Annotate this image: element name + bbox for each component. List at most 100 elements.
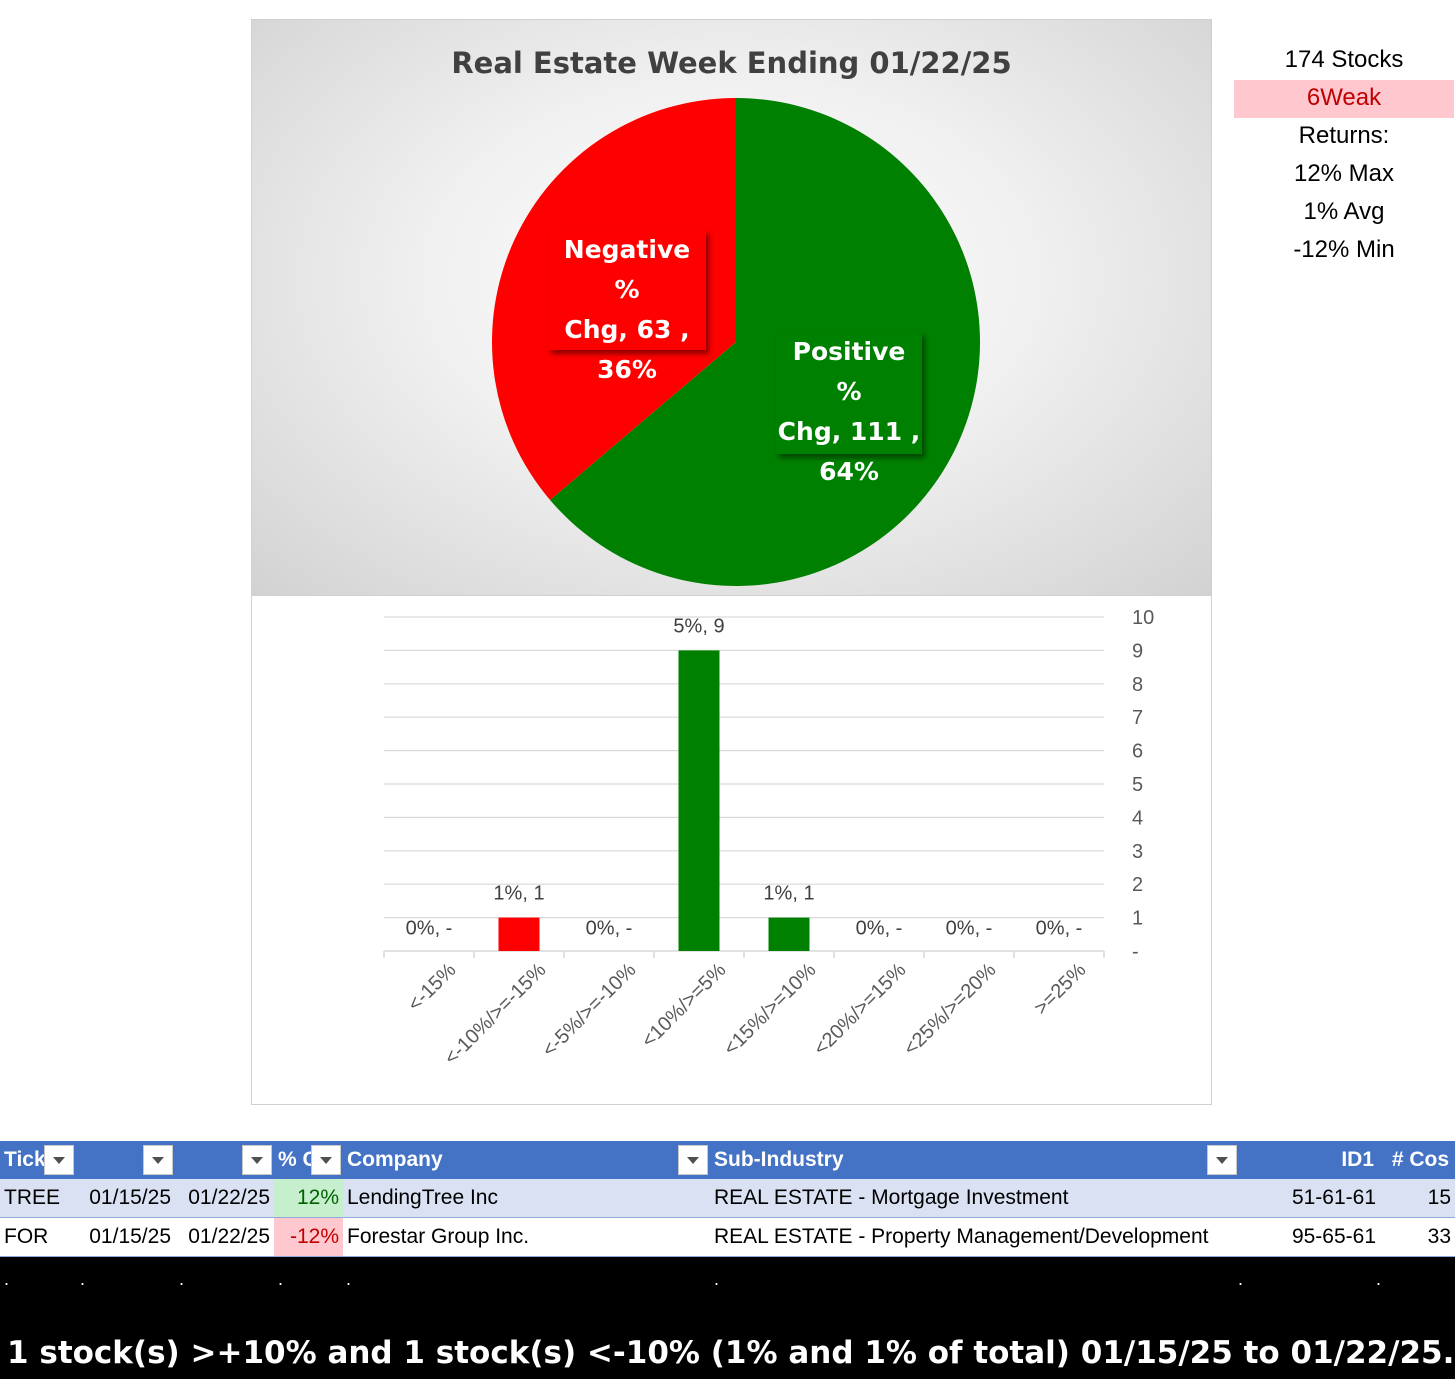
pie-label-positive-line-2: Chg, 111 , <box>777 417 921 446</box>
filter-dropdown-pct-change[interactable] <box>311 1145 341 1175</box>
header-id1-label: ID1 <box>1341 1148 1374 1171</box>
x-tick-label: <-5%/>=-10% <box>538 959 641 1062</box>
bar-chart-panel: -1 2 3 4 5 6 7 8 9 10 0%, - <-15% 1%, 1 <-10%/>=-15% 0… <box>251 596 1212 1105</box>
bar <box>678 650 720 951</box>
pie-label-negative-line-1: Negative % <box>563 235 691 304</box>
pie-label-negative-line-2: Chg, 63 , <box>564 315 690 344</box>
pie-label-positive: Positive % Chg, 111 , 64% <box>776 332 922 486</box>
y-tick-label: 3 <box>1132 841 1143 863</box>
y-tick-label: 9 <box>1132 640 1143 662</box>
cell-cos: 15 <box>1380 1179 1455 1218</box>
bar-data-label: 0%, - <box>1036 918 1083 940</box>
placeholder-dot: . <box>346 1269 352 1289</box>
placeholder-dot: . <box>714 1269 720 1289</box>
header-ticker: Tick <box>0 1141 76 1179</box>
stat-min: -12% Min <box>1293 236 1395 263</box>
header-company-label: Company <box>347 1148 443 1171</box>
pie-label-positive-line-1: Positive % <box>792 337 906 406</box>
x-tick-label: <20%/>=15% <box>810 959 911 1060</box>
y-tick-label: 1 <box>1132 908 1143 930</box>
y-tick-label: 10 <box>1132 607 1154 629</box>
placeholder-dot: . <box>179 1269 185 1289</box>
summary-text: 1 stock(s) >+10% and 1 stock(s) <-10% (1… <box>7 1335 1455 1371</box>
filter-dropdown-ticker[interactable] <box>44 1145 74 1175</box>
header-ticker-label: Tick <box>4 1148 46 1171</box>
stat-avg: 1% Avg <box>1303 198 1385 225</box>
filter-dropdown-sub-industry[interactable] <box>1207 1145 1237 1175</box>
filter-dropdown-end[interactable] <box>242 1145 272 1175</box>
header-end: E <box>175 1141 274 1179</box>
x-tick-label: <25%/>=20% <box>900 959 1001 1060</box>
y-tick-label: - <box>1132 941 1139 963</box>
cell-end: 01/22/25 <box>175 1179 274 1218</box>
header-sub-industry: Sub-Industry <box>710 1141 1239 1179</box>
filter-dropdown-company[interactable] <box>678 1145 708 1175</box>
cell-id1: 51-61-61 <box>1239 1179 1380 1218</box>
y-tick-label: 7 <box>1132 707 1143 729</box>
pie-chart-title: Real Estate Week Ending 01/22/25 <box>451 46 1012 80</box>
table-row: FOR 01/15/25 01/22/25 -12% Forestar Grou… <box>0 1217 1455 1257</box>
bar <box>498 917 540 951</box>
x-tick-label: <10%/>=5% <box>638 959 731 1052</box>
bar-data-label: 0%, - <box>586 918 633 940</box>
x-tick-label: >=25% <box>1030 959 1091 1020</box>
filter-dropdown-begin[interactable] <box>143 1145 173 1175</box>
side-stats: 174 Stocks 6Weak Returns: 12% Max 1% Avg… <box>1234 42 1454 270</box>
header-cos: # Cos <box>1380 1141 1455 1179</box>
cell-begin: 01/15/25 <box>76 1179 175 1218</box>
pie-label-negative: Negative % Chg, 63 , 36% <box>548 230 706 384</box>
cell-end: 01/22/25 <box>175 1217 274 1257</box>
placeholder-dot: . <box>80 1269 86 1289</box>
summary-band: . . . . . . . . 1 stock(s) >+10% and 1 s… <box>0 1257 1455 1379</box>
y-tick-label: 4 <box>1132 807 1143 829</box>
stat-returns-label: Returns: <box>1298 122 1390 149</box>
pie-chart-panel: Real Estate Week Ending 01/22/25 Negativ… <box>251 19 1212 596</box>
placeholder-dot: . <box>4 1269 10 1289</box>
y-tick-label: 8 <box>1132 674 1143 696</box>
bar-data-label: 1%, 1 <box>763 883 814 905</box>
bar-data-label: 0%, - <box>946 918 993 940</box>
cell-company: LendingTree Inc <box>343 1179 710 1218</box>
x-tick-label: <15%/>=10% <box>720 959 821 1060</box>
header-pct-change: % C <box>274 1141 343 1179</box>
cell-sub-industry: REAL ESTATE - Property Management/Develo… <box>710 1217 1239 1257</box>
bar-data-label: 0%, - <box>406 918 453 940</box>
stat-max: 12% Max <box>1293 160 1395 187</box>
header-sub-industry-label: Sub-Industry <box>714 1148 844 1171</box>
cell-ticker: FOR <box>0 1217 76 1257</box>
table-row: TREE 01/15/25 01/22/25 12% LendingTree I… <box>0 1179 1455 1218</box>
y-tick-label: 5 <box>1132 774 1143 796</box>
header-company: Company <box>343 1141 710 1179</box>
cell-pct-change: 12% <box>274 1179 343 1218</box>
stat-weak: 6Weak <box>1234 80 1454 118</box>
header-id1: ID1 <box>1239 1141 1380 1179</box>
cell-ticker: TREE <box>0 1179 76 1218</box>
cell-pct-change: -12% <box>274 1217 343 1257</box>
header-cos-label: # Cos <box>1391 1148 1449 1171</box>
pie-label-positive-line-3: 64% <box>819 457 879 486</box>
stock-table: Tick Be E % C Company Sub-Industry ID1 #… <box>0 1141 1455 1257</box>
cell-sub-industry: REAL ESTATE - Mortgage Investment <box>710 1179 1239 1218</box>
x-tick-label: <-15% <box>404 959 461 1016</box>
cell-cos: 33 <box>1380 1217 1455 1257</box>
cell-begin: 01/15/25 <box>76 1217 175 1257</box>
cell-company: Forestar Group Inc. <box>343 1217 710 1257</box>
placeholder-dot: . <box>1238 1269 1244 1289</box>
pie-slice-positive <box>550 98 980 586</box>
table-header-row: Tick Be E % C Company Sub-Industry ID1 #… <box>0 1141 1455 1179</box>
y-tick-label: 6 <box>1132 741 1143 763</box>
placeholder-dot: . <box>278 1269 284 1289</box>
header-begin: Be <box>76 1141 175 1179</box>
cell-id1: 95-65-61 <box>1239 1217 1380 1257</box>
stat-stocks: 174 Stocks <box>1284 46 1404 73</box>
y-tick-label: 2 <box>1132 874 1143 896</box>
pie-chart <box>492 98 980 586</box>
header-pct-change-label: % C <box>278 1148 318 1171</box>
bar-data-label: 1%, 1 <box>493 883 544 905</box>
pie-label-negative-line-3: 36% <box>597 355 657 384</box>
bar <box>768 917 810 951</box>
bar-data-label: 0%, - <box>856 918 903 940</box>
placeholder-dot: . <box>1376 1269 1382 1289</box>
bar-data-label: 5%, 9 <box>673 615 724 637</box>
